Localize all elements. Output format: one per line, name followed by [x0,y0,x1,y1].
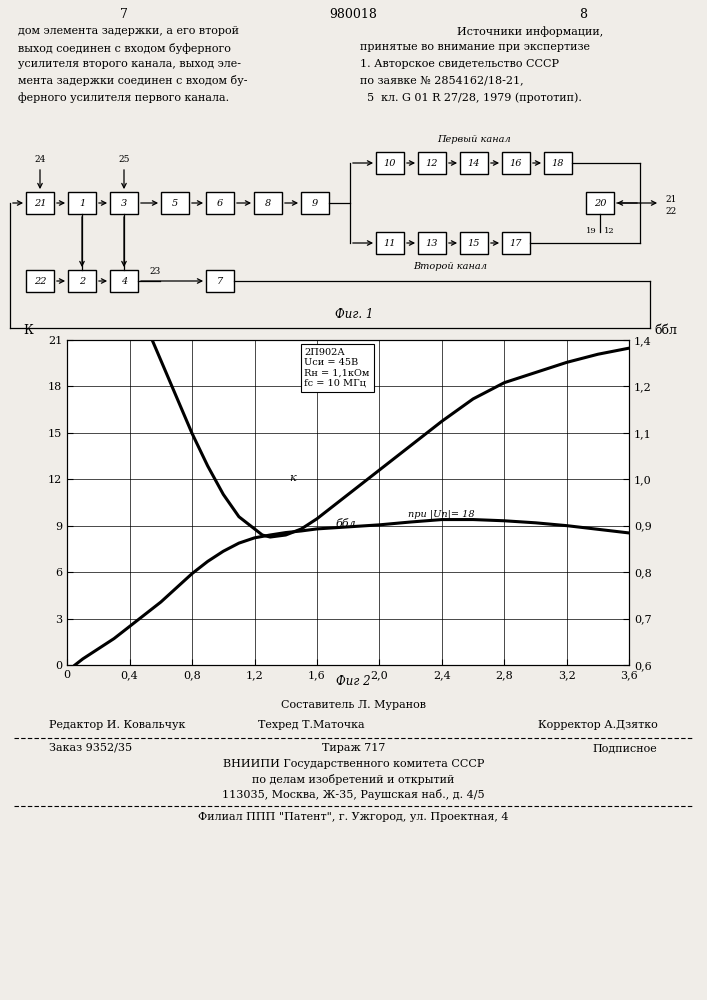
Text: выход соединен с входом буферного: выход соединен с входом буферного [18,42,231,53]
Text: Филиал ППП "Патент", г. Ужгород, ул. Проектная, 4: Филиал ППП "Патент", г. Ужгород, ул. Про… [198,812,509,822]
Text: 6: 6 [217,198,223,208]
Text: Фиг. 1: Фиг. 1 [335,308,373,322]
Text: по заявке № 2854162/18-21,: по заявке № 2854162/18-21, [360,76,524,86]
FancyBboxPatch shape [254,192,282,214]
Text: 4: 4 [121,276,127,286]
Text: 22: 22 [665,207,677,216]
Text: 11: 11 [384,238,396,247]
Text: 19: 19 [585,227,597,235]
Text: Тираж 717: Тираж 717 [322,743,385,753]
Text: Фиг 2: Фиг 2 [337,675,370,688]
Text: 17: 17 [510,238,522,247]
Text: 2П902А
Uси = 45В
Rн = 1,1кОм
fс = 10 МГц: 2П902А Uси = 45В Rн = 1,1кОм fс = 10 МГц [305,348,370,388]
Text: 1. Авторское свидетельство СССР: 1. Авторское свидетельство СССР [360,59,559,69]
Text: 5  кл. G 01 R 27/28, 1979 (прототип).: 5 кл. G 01 R 27/28, 1979 (прототип). [360,92,582,103]
Text: 21: 21 [34,198,46,208]
FancyBboxPatch shape [376,232,404,254]
FancyBboxPatch shape [418,152,446,174]
Text: при |Uп|= 18: при |Uп|= 18 [407,510,474,519]
Text: ббл: ббл [336,519,356,529]
Text: 21: 21 [665,196,677,205]
Text: Второй канал: Второй канал [413,262,487,271]
Text: ббл: ббл [654,324,677,337]
Text: 7: 7 [119,8,128,21]
Text: 18: 18 [551,158,564,167]
Text: 14: 14 [468,158,480,167]
FancyBboxPatch shape [376,152,404,174]
Text: 980018: 980018 [329,8,378,21]
Text: усилителя второго канала, выход эле-: усилителя второго канала, выход эле- [18,59,241,69]
Text: Корректор А.Дзятко: Корректор А.Дзятко [538,720,658,730]
Text: К: К [23,324,33,337]
Text: 7: 7 [217,276,223,286]
Text: 25: 25 [118,155,130,164]
Text: ВНИИПИ Государственного комитета СССР: ВНИИПИ Государственного комитета СССР [223,759,484,769]
Text: 22: 22 [34,276,46,286]
Text: дом элемента задержки, а его второй: дом элемента задержки, а его второй [18,26,239,36]
Text: 20: 20 [594,198,606,208]
Text: 12: 12 [604,227,614,235]
Text: 3: 3 [121,198,127,208]
FancyBboxPatch shape [206,270,234,292]
FancyBboxPatch shape [586,192,614,214]
Text: 23: 23 [149,267,160,276]
Text: Источники информации,: Источники информации, [457,26,603,37]
FancyBboxPatch shape [502,232,530,254]
Text: Первый канал: Первый канал [437,135,511,144]
Text: 1: 1 [79,198,85,208]
Text: 8: 8 [265,198,271,208]
Text: Составитель Л. Муранов: Составитель Л. Муранов [281,700,426,710]
Text: 13: 13 [426,238,438,247]
Text: Заказ 9352/35: Заказ 9352/35 [49,743,133,753]
FancyBboxPatch shape [502,152,530,174]
FancyBboxPatch shape [544,152,572,174]
Text: к: к [289,473,296,483]
Text: 12: 12 [426,158,438,167]
FancyBboxPatch shape [68,270,96,292]
FancyBboxPatch shape [460,232,488,254]
Text: Техред Т.Маточка: Техред Т.Маточка [258,720,364,730]
Text: 9: 9 [312,198,318,208]
FancyBboxPatch shape [301,192,329,214]
Text: 10: 10 [384,158,396,167]
FancyBboxPatch shape [161,192,189,214]
Text: 24: 24 [35,155,46,164]
FancyBboxPatch shape [206,192,234,214]
Text: 2: 2 [79,276,85,286]
FancyBboxPatch shape [68,192,96,214]
Text: 8: 8 [579,8,588,21]
FancyBboxPatch shape [460,152,488,174]
FancyBboxPatch shape [26,192,54,214]
FancyBboxPatch shape [418,232,446,254]
Text: по делам изобретений и открытий: по делам изобретений и открытий [252,774,455,785]
FancyBboxPatch shape [110,192,138,214]
Text: принятые во внимание при экспертизе: принятые во внимание при экспертизе [360,42,590,52]
FancyBboxPatch shape [110,270,138,292]
Text: 16: 16 [510,158,522,167]
Text: Редактор И. Ковальчук: Редактор И. Ковальчук [49,720,186,730]
Text: 15: 15 [468,238,480,247]
Text: 113035, Москва, Ж-35, Раушская наб., д. 4/5: 113035, Москва, Ж-35, Раушская наб., д. … [222,789,485,800]
Text: мента задержки соединен с входом бу-: мента задержки соединен с входом бу- [18,76,247,87]
Text: ферного усилителя первого канала.: ферного усилителя первого канала. [18,92,229,103]
FancyBboxPatch shape [26,270,54,292]
Text: 5: 5 [172,198,178,208]
Text: Подписное: Подписное [592,743,658,753]
